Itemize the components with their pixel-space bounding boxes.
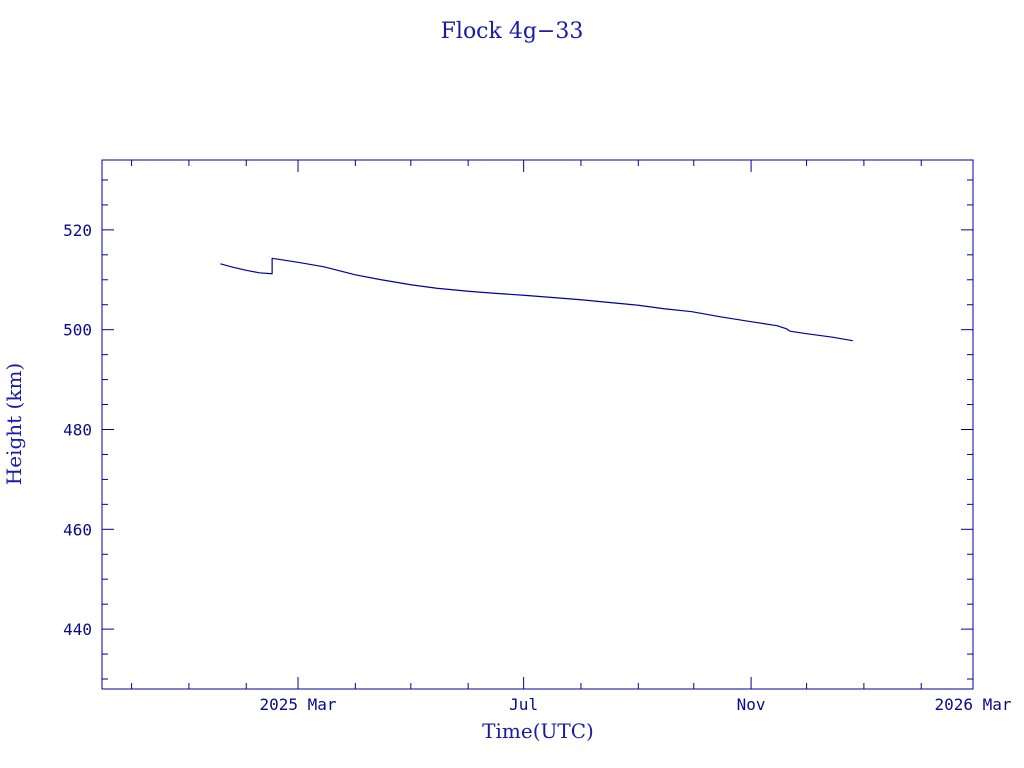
x-tick-label: Jul <box>509 695 538 714</box>
y-axis-title: Height (km) <box>2 363 26 485</box>
x-tick-label: Nov <box>737 695 766 714</box>
y-tick-label: 480 <box>63 420 92 439</box>
chart-title: Flock 4g−33 <box>441 19 584 44</box>
series-group <box>220 257 853 342</box>
x-tick-labels: 2025 Mar Jul Nov 2026 Mar <box>259 695 1011 714</box>
axis-ticks <box>102 160 974 689</box>
plot-frame <box>101 159 974 690</box>
y-tick-labels: 440 460 480 500 520 <box>63 221 92 639</box>
y-tick-label: 520 <box>63 221 92 240</box>
x-tick-label: 2026 Mar <box>934 695 1011 714</box>
series-line-0 <box>220 257 853 342</box>
y-tick-label: 440 <box>63 620 92 639</box>
x-axis-title: Time(UTC) <box>482 719 594 743</box>
y-tick-label: 460 <box>63 520 92 539</box>
x-tick-label: 2025 Mar <box>259 695 336 714</box>
y-tick-label: 500 <box>63 321 92 340</box>
